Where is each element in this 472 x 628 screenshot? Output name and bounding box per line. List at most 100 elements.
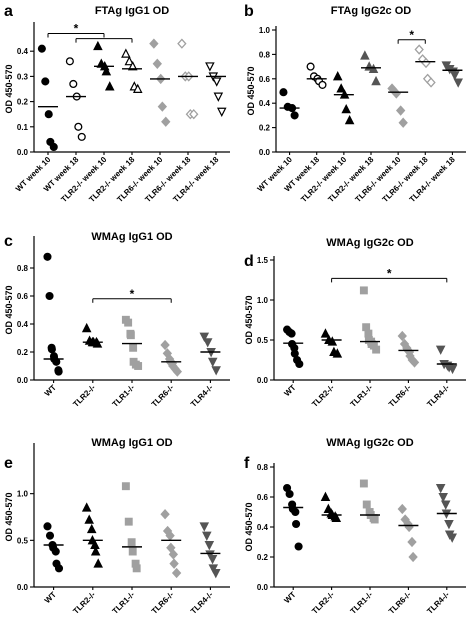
data-point bbox=[371, 75, 381, 86]
panel-title: WMAg IgG2c OD bbox=[326, 237, 413, 249]
data-point bbox=[213, 92, 224, 102]
data-point bbox=[216, 107, 227, 117]
data-point bbox=[320, 328, 331, 338]
data-point bbox=[127, 61, 138, 71]
y-tick-label: 0.5 bbox=[257, 336, 269, 345]
panel-e: e WMAg IgG1 OD OD 450-570 0.0 0.5 1.0 WT TLR2-/… bbox=[4, 437, 230, 616]
data-point bbox=[128, 547, 137, 556]
data-point bbox=[426, 77, 436, 88]
y-tick-label: 0.2 bbox=[17, 348, 29, 357]
x-tick-label: WT bbox=[43, 383, 58, 398]
x-tick-label: TLR6-/- bbox=[150, 590, 176, 616]
data-point bbox=[370, 515, 379, 524]
data-point bbox=[149, 38, 159, 49]
y-tick-label: 1.0 bbox=[17, 490, 29, 499]
data-point bbox=[408, 551, 418, 563]
data-point bbox=[368, 63, 379, 74]
y-axis-label: OD 450-570 bbox=[4, 492, 14, 541]
data-point bbox=[157, 101, 168, 112]
data-point bbox=[364, 329, 373, 338]
data-point bbox=[90, 546, 101, 556]
significance-label: * bbox=[74, 22, 79, 36]
y-tick-label: 0.2 bbox=[257, 553, 269, 562]
data-point bbox=[362, 323, 371, 332]
panel-title: WMAg IgG2c OD bbox=[326, 437, 413, 449]
y-tick-label: 0.6 bbox=[257, 493, 269, 502]
data-point bbox=[127, 538, 136, 547]
data-point bbox=[199, 522, 210, 532]
data-point bbox=[168, 549, 179, 560]
data-point bbox=[344, 114, 355, 125]
x-tick-label: TLR1-/- bbox=[349, 383, 375, 409]
data-point bbox=[160, 509, 170, 520]
data-point bbox=[359, 479, 368, 488]
data-point bbox=[409, 357, 420, 368]
data-point bbox=[126, 331, 135, 340]
data-point bbox=[453, 78, 463, 88]
data-point bbox=[74, 122, 83, 131]
data-point bbox=[54, 367, 63, 376]
data-point bbox=[129, 343, 138, 352]
x-tick-label: TLR1-/- bbox=[111, 590, 137, 616]
significance-label: * bbox=[387, 266, 392, 280]
data-point bbox=[177, 38, 187, 49]
data-point bbox=[132, 564, 141, 573]
data-point bbox=[360, 50, 370, 60]
x-tick-label: TLR6-/- bbox=[387, 383, 413, 409]
data-point bbox=[290, 111, 299, 120]
y-tick-label: 0.3 bbox=[17, 72, 29, 81]
data-point bbox=[407, 536, 417, 548]
data-point bbox=[332, 348, 343, 358]
y-axis-label: OD 450-570 bbox=[244, 502, 254, 551]
panel-letter: a bbox=[4, 3, 13, 20]
data-point bbox=[202, 338, 213, 348]
data-point bbox=[438, 493, 448, 503]
significance-label: * bbox=[409, 28, 414, 42]
data-point bbox=[359, 286, 368, 295]
data-point bbox=[132, 83, 143, 94]
y-tick-label: 0.0 bbox=[17, 148, 29, 157]
data-point bbox=[327, 336, 338, 346]
data-point bbox=[199, 332, 210, 342]
data-point bbox=[447, 364, 458, 375]
y-tick-label: 1.0 bbox=[259, 26, 271, 35]
data-point bbox=[121, 482, 130, 491]
data-point bbox=[92, 338, 103, 348]
data-point bbox=[447, 533, 457, 543]
data-point bbox=[444, 519, 454, 530]
panel-title: WMAg IgG1 OD bbox=[91, 231, 172, 243]
data-point bbox=[124, 517, 133, 526]
y-tick-label: 0.4 bbox=[17, 320, 29, 329]
data-point bbox=[104, 81, 115, 91]
data-point bbox=[51, 547, 60, 556]
data-point bbox=[435, 484, 446, 494]
panel-letter: b bbox=[244, 3, 254, 20]
y-axis-label: OD 450-570 bbox=[244, 295, 254, 344]
y-tick-label: 0.0 bbox=[17, 376, 29, 385]
y-tick-label: 0.4 bbox=[17, 47, 29, 56]
y-tick-label: 0.0 bbox=[259, 148, 271, 157]
data-point bbox=[318, 80, 327, 89]
data-point bbox=[37, 44, 46, 53]
data-point bbox=[211, 366, 221, 376]
data-point bbox=[306, 62, 315, 71]
data-point bbox=[93, 558, 103, 568]
data-point bbox=[205, 62, 215, 72]
y-tick-label: 0.6 bbox=[17, 292, 29, 301]
data-point bbox=[43, 252, 52, 261]
x-tick-label: TLR2-/- bbox=[71, 590, 97, 616]
data-point bbox=[47, 345, 56, 354]
data-point bbox=[152, 58, 162, 69]
y-axis-label: OD 450-570 bbox=[4, 285, 14, 334]
data-point bbox=[124, 55, 135, 66]
data-point bbox=[372, 345, 381, 354]
x-tick-label: TLR2-/- bbox=[310, 590, 336, 616]
x-tick-label: TLR6-/- bbox=[150, 383, 176, 409]
data-point bbox=[65, 57, 74, 66]
data-point bbox=[172, 366, 182, 377]
panel-d: d WMAg IgG2c OD OD 450-570 0.0 0.5 1.0 1.5 WT TL… bbox=[244, 237, 466, 409]
data-point bbox=[204, 540, 215, 551]
data-point bbox=[49, 142, 58, 152]
panel-c: c WMAg IgG1 OD OD 450-570 0.0 0.2 0.4 0.6 0.8 WT… bbox=[4, 231, 230, 409]
